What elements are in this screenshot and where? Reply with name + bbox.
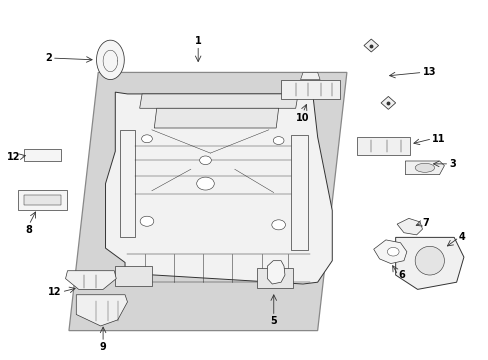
Ellipse shape — [414, 163, 434, 172]
Text: 6: 6 — [397, 270, 404, 280]
Polygon shape — [76, 295, 127, 326]
Text: 5: 5 — [270, 316, 277, 326]
Text: 7: 7 — [422, 218, 428, 228]
Polygon shape — [395, 237, 463, 289]
Polygon shape — [65, 271, 116, 289]
FancyBboxPatch shape — [18, 190, 66, 210]
Polygon shape — [380, 96, 395, 109]
Polygon shape — [105, 92, 331, 284]
FancyBboxPatch shape — [23, 149, 61, 161]
Polygon shape — [154, 108, 278, 128]
Polygon shape — [140, 94, 298, 108]
FancyBboxPatch shape — [281, 80, 339, 99]
Text: 2: 2 — [45, 53, 52, 63]
Circle shape — [199, 156, 211, 165]
FancyBboxPatch shape — [356, 137, 409, 155]
FancyBboxPatch shape — [115, 266, 152, 286]
Circle shape — [271, 220, 285, 230]
Polygon shape — [69, 72, 346, 330]
Polygon shape — [300, 72, 320, 80]
Polygon shape — [405, 161, 444, 175]
Text: 12: 12 — [48, 287, 61, 297]
Circle shape — [142, 135, 152, 143]
Circle shape — [140, 216, 154, 226]
FancyBboxPatch shape — [23, 195, 61, 205]
Text: 9: 9 — [100, 342, 106, 352]
Ellipse shape — [414, 246, 444, 275]
Text: 4: 4 — [458, 232, 465, 242]
Text: 1: 1 — [194, 36, 201, 45]
Polygon shape — [267, 261, 285, 284]
FancyBboxPatch shape — [256, 268, 293, 288]
Polygon shape — [373, 240, 406, 264]
Text: 13: 13 — [422, 67, 435, 77]
Text: 3: 3 — [448, 159, 455, 169]
Polygon shape — [96, 40, 124, 80]
Text: 10: 10 — [296, 113, 309, 123]
Text: 11: 11 — [431, 134, 445, 144]
Polygon shape — [396, 219, 422, 235]
Text: 12: 12 — [7, 152, 20, 162]
Polygon shape — [363, 39, 378, 52]
Text: 8: 8 — [25, 225, 32, 235]
Circle shape — [273, 136, 284, 144]
Circle shape — [196, 177, 214, 190]
Circle shape — [386, 247, 398, 256]
